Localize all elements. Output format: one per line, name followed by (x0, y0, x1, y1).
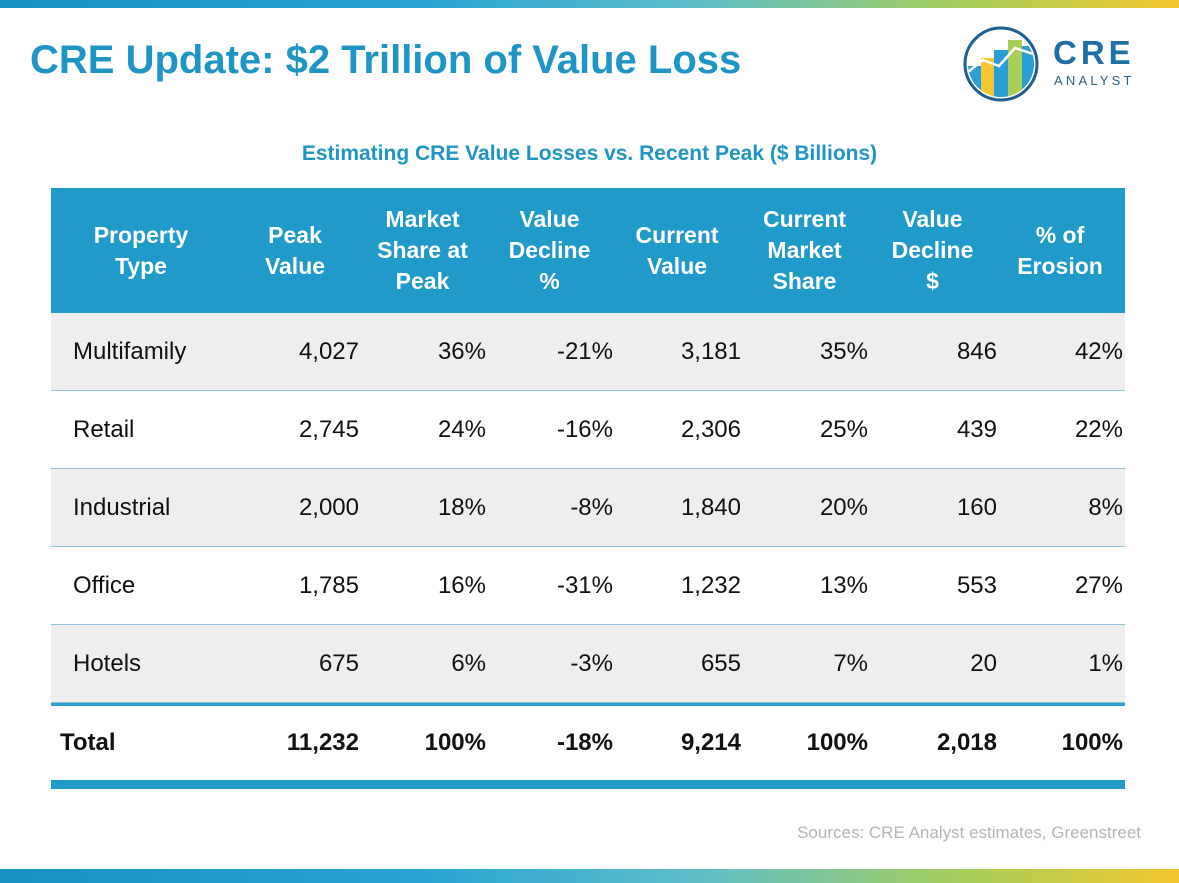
cell-peak-value: 2,000 (298, 493, 359, 521)
cell-pct-of-erosion: 1% (1088, 649, 1123, 677)
cell-current-market-share: 35% (819, 337, 868, 365)
cell-value-decline-dollars: 846 (956, 337, 997, 365)
cell-value-decline-dollars: 553 (956, 571, 997, 599)
table-row-total: Total 11,232 100% -18% 9,214 100% 2,018 … (51, 703, 1125, 780)
cell-property-type: Hotels (73, 649, 142, 677)
cell-total-value-decline-pct: -18% (556, 729, 613, 756)
cell-pct-of-erosion: 27% (1074, 571, 1123, 599)
header-value-decline-dollars: Value Decline $ (891, 206, 974, 294)
cell-peak-value: 675 (318, 649, 359, 677)
cell-value-decline-dollars: 160 (956, 493, 997, 521)
cell-total-label: Total (60, 729, 116, 756)
cell-value-decline-pct: -8% (570, 493, 613, 521)
table-row-office: Office 1,785 16% -31% 1,232 13% 553 27% (51, 547, 1125, 625)
page-title: CRE Update: $2 Trillion of Value Loss (30, 38, 742, 82)
cell-pct-of-erosion: 22% (1074, 415, 1123, 443)
table-title: Estimating CRE Value Losses vs. Recent P… (301, 142, 878, 165)
top-accent-stripe (0, 0, 1179, 8)
cell-current-value: 3,181 (680, 337, 741, 365)
cell-total-current-value: 9,214 (680, 729, 741, 756)
logo-wordmark: CRE (1053, 34, 1135, 71)
cell-peak-value: 1,785 (298, 571, 359, 599)
header-value-decline-pct: Value Decline % (508, 206, 591, 294)
cell-current-market-share: 13% (819, 571, 868, 599)
cell-total-current-market-share: 100% (806, 729, 868, 756)
header-current-market-share: Current Market Share (762, 206, 847, 294)
value-loss-table: Property Type Peak Value Market Share at… (51, 188, 1125, 789)
cell-market-share-at-peak: 24% (437, 415, 486, 443)
table-row-hotels: Hotels 675 6% -3% 655 7% 20 1% (51, 625, 1125, 703)
cell-value-decline-dollars: 439 (956, 415, 997, 443)
cell-property-type: Retail (73, 415, 135, 443)
table-row-retail: Retail 2,745 24% -16% 2,306 25% 439 22% (51, 391, 1125, 469)
cre-analyst-logo: CRE ANALYST (963, 26, 1163, 102)
header-peak-value: Peak Value (264, 221, 326, 279)
logo-mark-icon (963, 26, 1039, 102)
cell-value-decline-pct: -3% (570, 649, 613, 677)
cell-total-market-share-at-peak: 100% (424, 729, 486, 756)
cell-current-market-share: 7% (833, 649, 868, 677)
cell-current-market-share: 20% (819, 493, 868, 521)
cell-pct-of-erosion: 8% (1088, 493, 1123, 521)
cell-current-value: 1,840 (680, 493, 741, 521)
header-market-share-at-peak: Market Share at Peak (377, 206, 468, 294)
cell-peak-value: 4,027 (298, 337, 359, 365)
table-row-industrial: Industrial 2,000 18% -8% 1,840 20% 160 8… (51, 469, 1125, 547)
cell-market-share-at-peak: 6% (451, 649, 486, 677)
cell-value-decline-pct: -16% (556, 415, 613, 443)
cell-market-share-at-peak: 16% (437, 571, 486, 599)
cell-property-type: Industrial (73, 493, 171, 521)
cell-property-type: Office (73, 571, 136, 599)
logo-tagline: ANALYST (1054, 73, 1135, 88)
cell-value-decline-pct: -31% (556, 571, 613, 599)
header-current-value: Current Value (635, 221, 719, 279)
cell-pct-of-erosion: 42% (1074, 337, 1123, 365)
cell-peak-value: 2,745 (298, 415, 359, 443)
cell-current-value: 655 (700, 649, 741, 677)
cell-market-share-at-peak: 18% (437, 493, 486, 521)
cell-total-peak-value: 11,232 (286, 729, 359, 756)
cell-total-pct-of-erosion: 100% (1061, 729, 1123, 756)
cell-value-decline-pct: -21% (556, 337, 613, 365)
cell-current-value: 2,306 (680, 415, 741, 443)
header-pct-of-erosion: % of Erosion (1017, 221, 1103, 279)
table-row-multifamily: Multifamily 4,027 36% -21% 3,181 35% 846… (51, 313, 1125, 391)
cell-property-type: Multifamily (73, 337, 187, 365)
cell-total-value-decline-dollars: 2,018 (936, 729, 997, 756)
table-bottom-bar (51, 780, 1125, 789)
header-property-type: Property Type (93, 221, 189, 279)
table-header-row: Property Type Peak Value Market Share at… (51, 188, 1125, 313)
cell-current-value: 1,232 (680, 571, 741, 599)
cell-market-share-at-peak: 36% (437, 337, 486, 365)
sources-note: Sources: CRE Analyst estimates, Greenstr… (797, 823, 1141, 842)
cell-value-decline-dollars: 20 (970, 649, 997, 677)
cell-current-market-share: 25% (819, 415, 868, 443)
bottom-accent-stripe (0, 869, 1179, 883)
